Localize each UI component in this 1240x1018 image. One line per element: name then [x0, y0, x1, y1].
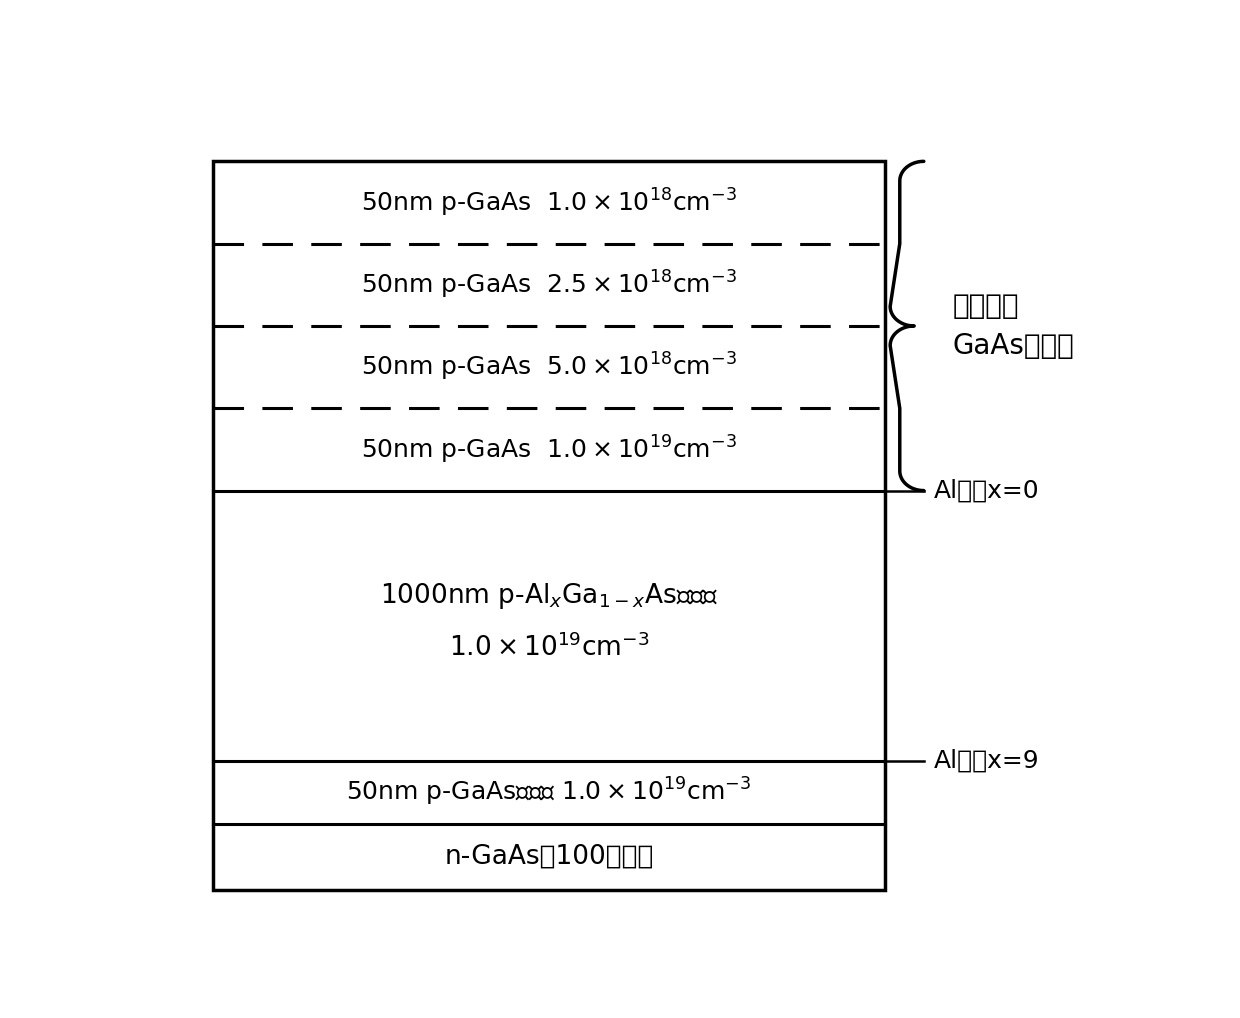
- Text: 50nm p-GaAs  $1.0\times10^{18}$cm$^{-3}$: 50nm p-GaAs $1.0\times10^{18}$cm$^{-3}$: [361, 186, 737, 219]
- Text: Al组分x=9: Al组分x=9: [934, 749, 1039, 773]
- Text: Al组分x=0: Al组分x=0: [934, 478, 1039, 503]
- Text: 50nm p-GaAs  $1.0\times10^{19}$cm$^{-3}$: 50nm p-GaAs $1.0\times10^{19}$cm$^{-3}$: [361, 434, 737, 465]
- Text: n-GaAs（100）计底: n-GaAs（100）计底: [444, 844, 653, 870]
- Bar: [213, 162, 885, 891]
- Text: $1.0\times10^{19}$cm$^{-3}$: $1.0\times10^{19}$cm$^{-3}$: [449, 633, 650, 662]
- Text: 50nm p-GaAs  $5.0\times10^{18}$cm$^{-3}$: 50nm p-GaAs $5.0\times10^{18}$cm$^{-3}$: [361, 351, 737, 383]
- Text: 1000nm p-Al$_x$Ga$_{1-x}$As缓冲层: 1000nm p-Al$_x$Ga$_{1-x}$As缓冲层: [379, 581, 718, 611]
- Text: GaAs发射层: GaAs发射层: [952, 332, 1074, 359]
- Text: 50nm p-GaAs过渡层 $1.0\times10^{19}$cm$^{-3}$: 50nm p-GaAs过渡层 $1.0\times10^{19}$cm$^{-3…: [346, 777, 751, 808]
- Text: 50nm p-GaAs  $2.5\times10^{18}$cm$^{-3}$: 50nm p-GaAs $2.5\times10^{18}$cm$^{-3}$: [361, 269, 737, 301]
- Text: 指数掺杂: 指数掺杂: [952, 292, 1019, 321]
